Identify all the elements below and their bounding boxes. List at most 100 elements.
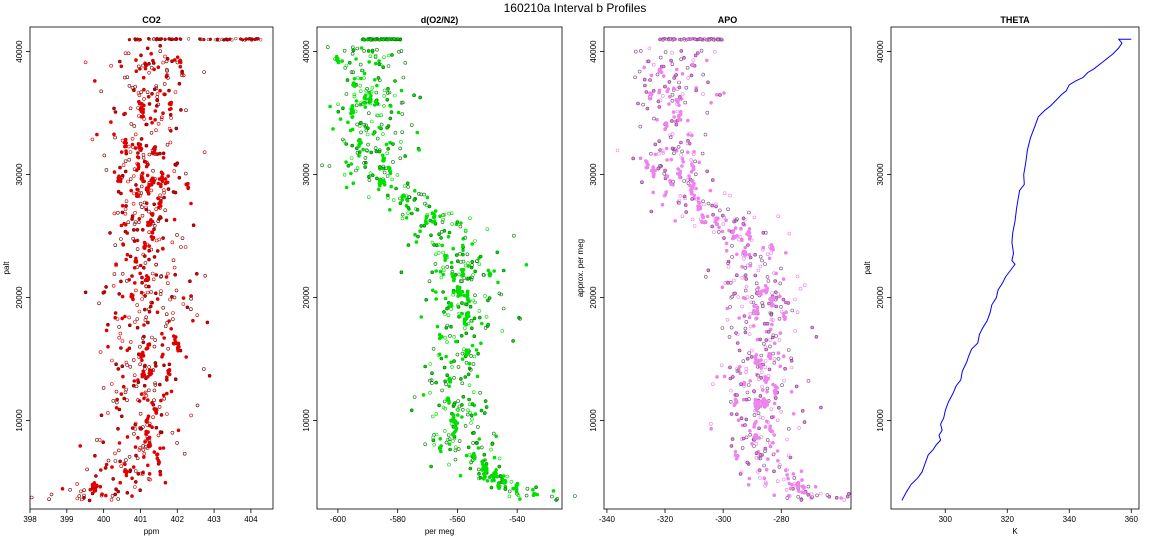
co2-data-point: [128, 254, 133, 259]
o2n2-data-point: [412, 93, 416, 97]
co2-data-point: [111, 477, 115, 481]
o2n2-y-tick-label: 10000: [302, 409, 311, 432]
apo-data-point: [758, 394, 763, 398]
apo-data-point: [725, 306, 730, 311]
o2n2-data-point: [439, 444, 444, 448]
o2n2-y-tick-label: 20000: [302, 286, 311, 309]
apo-data-point: [730, 375, 735, 379]
o2n2-data-point: [432, 442, 437, 447]
apo-data-point: [764, 338, 769, 342]
co2-data-point: [152, 67, 156, 72]
o2n2-data-point: [375, 83, 379, 88]
o2n2-data-point: [375, 176, 379, 181]
co2-data-point: [139, 109, 144, 114]
o2n2-data-point: [397, 49, 401, 54]
apo-data-point: [763, 365, 768, 370]
apo-data-point: [791, 472, 796, 476]
apo-data-point: [669, 119, 674, 123]
o2n2-data-point: [368, 54, 373, 59]
co2-data-point: [128, 106, 133, 111]
apo-data-point: [693, 53, 698, 58]
o2n2-data-point: [495, 250, 500, 255]
apo-data-point: [789, 365, 794, 370]
o2n2-data-point: [412, 189, 417, 193]
apo-data-point: [753, 397, 758, 402]
o2n2-data-point: [440, 220, 445, 224]
co2-data-point: [159, 413, 164, 417]
co2-data-point: [98, 350, 103, 354]
o2n2-data-point: [419, 315, 424, 319]
co2-data-point: [134, 58, 138, 62]
apo-data-point: [750, 295, 754, 299]
co2-data-point: [119, 279, 123, 284]
co2-data-point: [137, 352, 141, 357]
co2-data-point: [148, 116, 153, 121]
o2n2-data-point: [430, 371, 434, 376]
co2-data-point: [60, 486, 65, 491]
o2n2-data-point: [350, 143, 355, 148]
o2n2-data-point: [468, 367, 473, 372]
co2-data-point: [175, 345, 180, 350]
co2-data-point: [132, 431, 136, 436]
apo-data-point: [672, 37, 676, 41]
apo-data-point: [734, 412, 739, 417]
co2-data-point: [150, 400, 154, 405]
o2n2-data-point: [444, 440, 449, 445]
apo-data-point: [752, 422, 757, 426]
o2n2-data-point: [555, 496, 560, 501]
co2-data-point: [141, 179, 145, 184]
apo-data-point: [771, 296, 776, 301]
o2n2-data-point: [400, 112, 405, 116]
apo-data-point: [765, 252, 770, 257]
co2-data-point: [94, 474, 98, 478]
o2n2-data-point: [412, 395, 417, 399]
apo-data-point: [722, 374, 727, 379]
co2-data-point: [99, 89, 103, 94]
o2n2-data-point: [447, 401, 451, 405]
co2-data-point: [156, 122, 161, 126]
o2n2-data-point: [424, 214, 429, 219]
co2-data-point: [117, 448, 121, 453]
o2n2-data-point: [469, 354, 473, 358]
o2n2-data-point: [444, 253, 449, 258]
o2n2-data-point: [449, 324, 453, 329]
co2-data-point: [118, 165, 122, 170]
co2-data-point: [169, 389, 174, 394]
o2n2-data-point: [406, 185, 410, 189]
co2-data-point: [174, 163, 178, 167]
o2n2-data-point: [481, 472, 486, 476]
apo-data-point: [765, 386, 770, 391]
co2-data-point: [161, 305, 165, 310]
o2n2-data-point: [431, 215, 436, 220]
o2n2-data-point: [441, 272, 446, 277]
apo-data-point: [675, 109, 680, 114]
co2-data-point: [140, 205, 144, 209]
apo-data-point: [749, 300, 754, 305]
o2n2-data-point: [452, 375, 456, 380]
o2n2-x-axis-label: per meg: [425, 527, 454, 536]
co2-data-point: [130, 214, 135, 218]
apo-data-point: [754, 441, 759, 446]
apo-data-point: [756, 268, 761, 273]
theta-y-tick-label: 20000: [876, 286, 885, 309]
co2-data-point: [166, 187, 171, 191]
o2n2-data-point: [391, 198, 396, 202]
apo-data-point: [800, 408, 805, 413]
co2-data-point: [136, 162, 141, 167]
co2-data-point: [133, 445, 138, 449]
co2-data-point: [184, 171, 188, 176]
apo-data-point: [715, 375, 719, 379]
o2n2-data-point: [336, 109, 341, 114]
o2n2-data-point: [439, 449, 443, 454]
co2-data-point: [166, 346, 170, 351]
apo-data-point: [773, 290, 778, 295]
co2-data-point: [153, 109, 158, 113]
apo-data-point: [768, 426, 772, 431]
co2-data-point: [167, 107, 172, 112]
o2n2-data-point: [470, 275, 474, 280]
o2n2-data-point: [400, 212, 405, 217]
co2-data-point: [149, 66, 154, 70]
co2-data-point: [161, 236, 165, 240]
co2-data-point: [151, 180, 156, 185]
o2n2-data-point: [524, 493, 529, 498]
